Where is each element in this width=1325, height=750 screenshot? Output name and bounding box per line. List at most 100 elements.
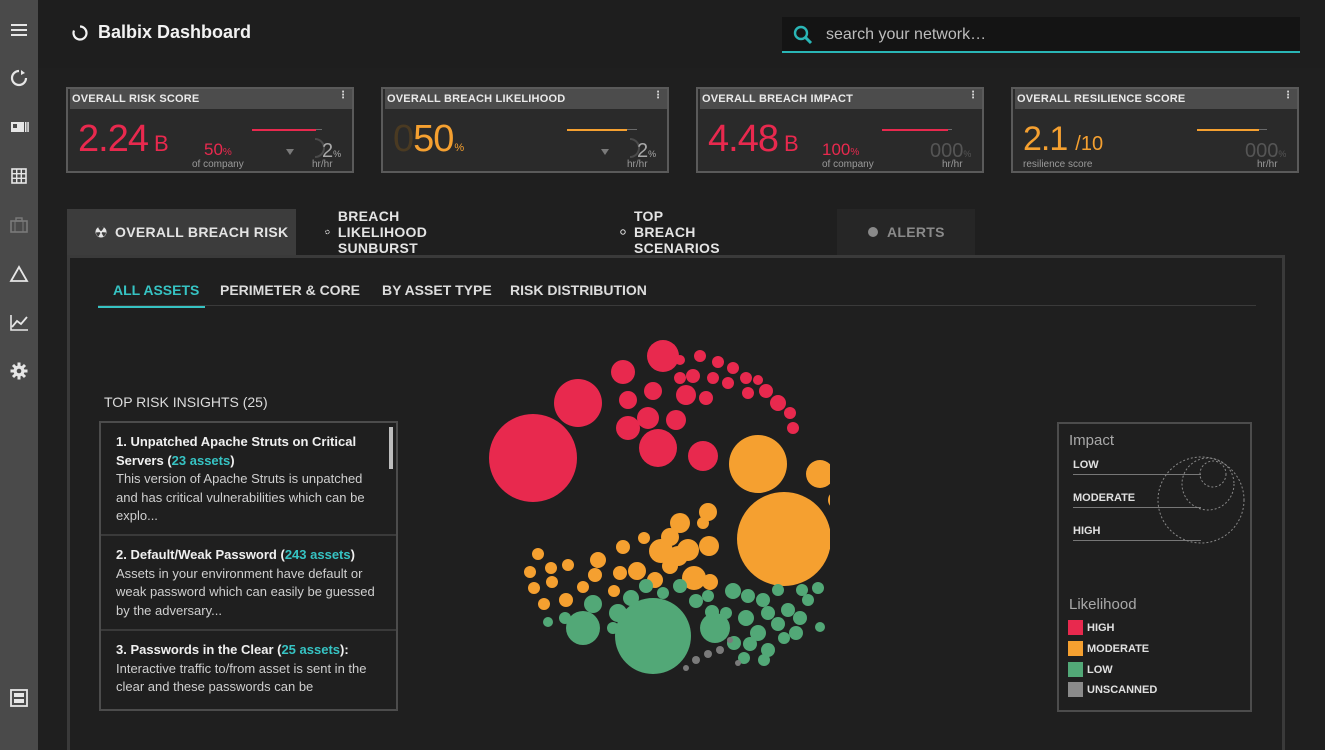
asset-bubble[interactable] [722,377,734,389]
asset-bubble[interactable] [742,387,754,399]
asset-bubble[interactable] [683,665,689,671]
asset-bubble[interactable] [796,584,808,596]
asset-bubble[interactable] [670,513,690,533]
search-input[interactable] [826,23,1286,47]
asset-bubble[interactable] [770,395,786,411]
asset-bubble[interactable] [689,594,703,608]
asset-bubble[interactable] [700,613,730,643]
asset-bubble[interactable] [729,435,787,493]
asset-bubble[interactable] [707,372,719,384]
asset-bubble[interactable] [686,369,700,383]
asset-bubble[interactable] [699,503,717,521]
subtab-by-asset-type[interactable]: BY ASSET TYPE [382,282,492,298]
asset-bubble[interactable] [802,594,814,606]
briefcase-icon[interactable] [7,213,31,237]
asset-bubble[interactable] [812,582,824,594]
refresh-icon[interactable] [7,66,31,90]
tab-alerts[interactable]: ALERTS [837,209,975,255]
tab-breach-likelihood-sunburst[interactable]: BREACH LIKELIHOOD SUNBURST [325,208,434,256]
asset-bubble[interactable] [778,632,790,644]
id-card-icon[interactable] [7,115,31,139]
asset-bubble[interactable] [545,562,557,574]
kebab-menu-icon[interactable]: ⋮ [1283,90,1293,101]
asset-bubble[interactable] [616,416,640,440]
asset-bubble[interactable] [682,566,706,590]
asset-bubble[interactable] [741,589,755,603]
asset-bubble[interactable] [577,581,589,593]
asset-bubble[interactable] [639,579,653,593]
asset-bubble[interactable] [611,360,635,384]
asset-bubble[interactable] [607,622,619,634]
search-box[interactable] [782,17,1300,53]
asset-bubble[interactable] [538,598,550,610]
asset-bubble[interactable] [674,372,686,384]
asset-bubble[interactable] [559,612,571,624]
list-item[interactable]: 1. Unpatched Apache Struts on Critical S… [101,423,396,536]
asset-bubble[interactable] [787,422,799,434]
asset-bubble[interactable] [613,566,627,580]
asset-bubble[interactable] [753,375,763,385]
list-item[interactable]: 2. Default/Weak Password (243 assets) As… [101,536,396,631]
list-item[interactable]: 3. Passwords in the Clear (25 assets): I… [101,631,396,709]
asset-bubble[interactable] [562,559,574,571]
asset-bubble[interactable] [628,562,646,580]
subtab-perimeter-core[interactable]: PERIMETER & CORE [220,282,361,298]
asset-bubble[interactable] [532,548,544,560]
asset-bubble[interactable] [720,607,732,619]
asset-bubble[interactable] [639,429,677,467]
asset-bubble[interactable] [772,584,784,596]
asset-bubble[interactable] [675,355,685,365]
kebab-menu-icon[interactable]: ⋮ [338,90,348,101]
asset-bubble[interactable] [615,598,691,674]
asset-bubble[interactable] [743,637,757,651]
asset-bubble[interactable] [702,574,718,590]
asset-bubble[interactable] [806,460,830,488]
tab-top-breach-scenarios[interactable]: TOP BREACH SCENARIOS [620,208,726,256]
asset-bubble[interactable] [608,585,620,597]
asset-bubble[interactable] [688,441,718,471]
asset-bubble[interactable] [716,646,724,654]
asset-bubble[interactable] [750,625,766,641]
asset-bubble[interactable] [702,590,714,602]
asset-bubble[interactable] [616,540,630,554]
subtab-all-assets[interactable]: ALL ASSETS [98,278,205,308]
asset-bubble[interactable] [759,384,773,398]
asset-bubble[interactable] [699,391,713,405]
asset-bubble[interactable] [704,650,712,658]
asset-bubble[interactable] [699,536,719,556]
asset-bubble[interactable] [676,385,696,405]
asset-bubble[interactable] [756,593,770,607]
panel-icon[interactable] [7,686,31,710]
asset-bubble[interactable] [692,656,700,664]
grid-icon[interactable] [7,164,31,188]
asset-bubble[interactable] [697,517,709,529]
asset-bubble[interactable] [725,583,741,599]
tab-overall-breach-risk[interactable]: OVERALL BREACH RISK [67,209,296,255]
asset-bubble[interactable] [761,606,775,620]
asset-bubble[interactable] [789,626,803,640]
kebab-menu-icon[interactable]: ⋮ [968,90,978,101]
asset-bubble[interactable] [737,492,830,586]
asset-bubble[interactable] [738,652,750,664]
asset-bubble[interactable] [758,654,770,666]
asset-bubble[interactable] [666,410,686,430]
chart-icon[interactable] [7,310,31,334]
asset-bubble[interactable] [735,660,741,666]
asset-bubble[interactable] [657,587,669,599]
asset-bubble[interactable] [623,590,639,606]
asset-bubble[interactable] [740,372,752,384]
asset-bubble[interactable] [694,350,706,362]
asset-bubble[interactable] [761,643,775,657]
asset-bubble[interactable] [543,617,553,627]
subtab-risk-distribution[interactable]: RISK DISTRIBUTION [510,282,647,298]
menu-icon[interactable] [7,18,31,42]
asset-bubble[interactable] [828,491,830,509]
asset-bubble[interactable] [727,362,739,374]
asset-bubble[interactable] [638,532,650,544]
asset-bubble[interactable] [524,566,536,578]
asset-bubble[interactable] [781,603,795,617]
asset-bubble[interactable] [609,604,627,622]
scrollbar[interactable] [389,427,393,469]
asset-bubble[interactable] [738,610,754,626]
asset-bubble[interactable] [489,414,577,502]
